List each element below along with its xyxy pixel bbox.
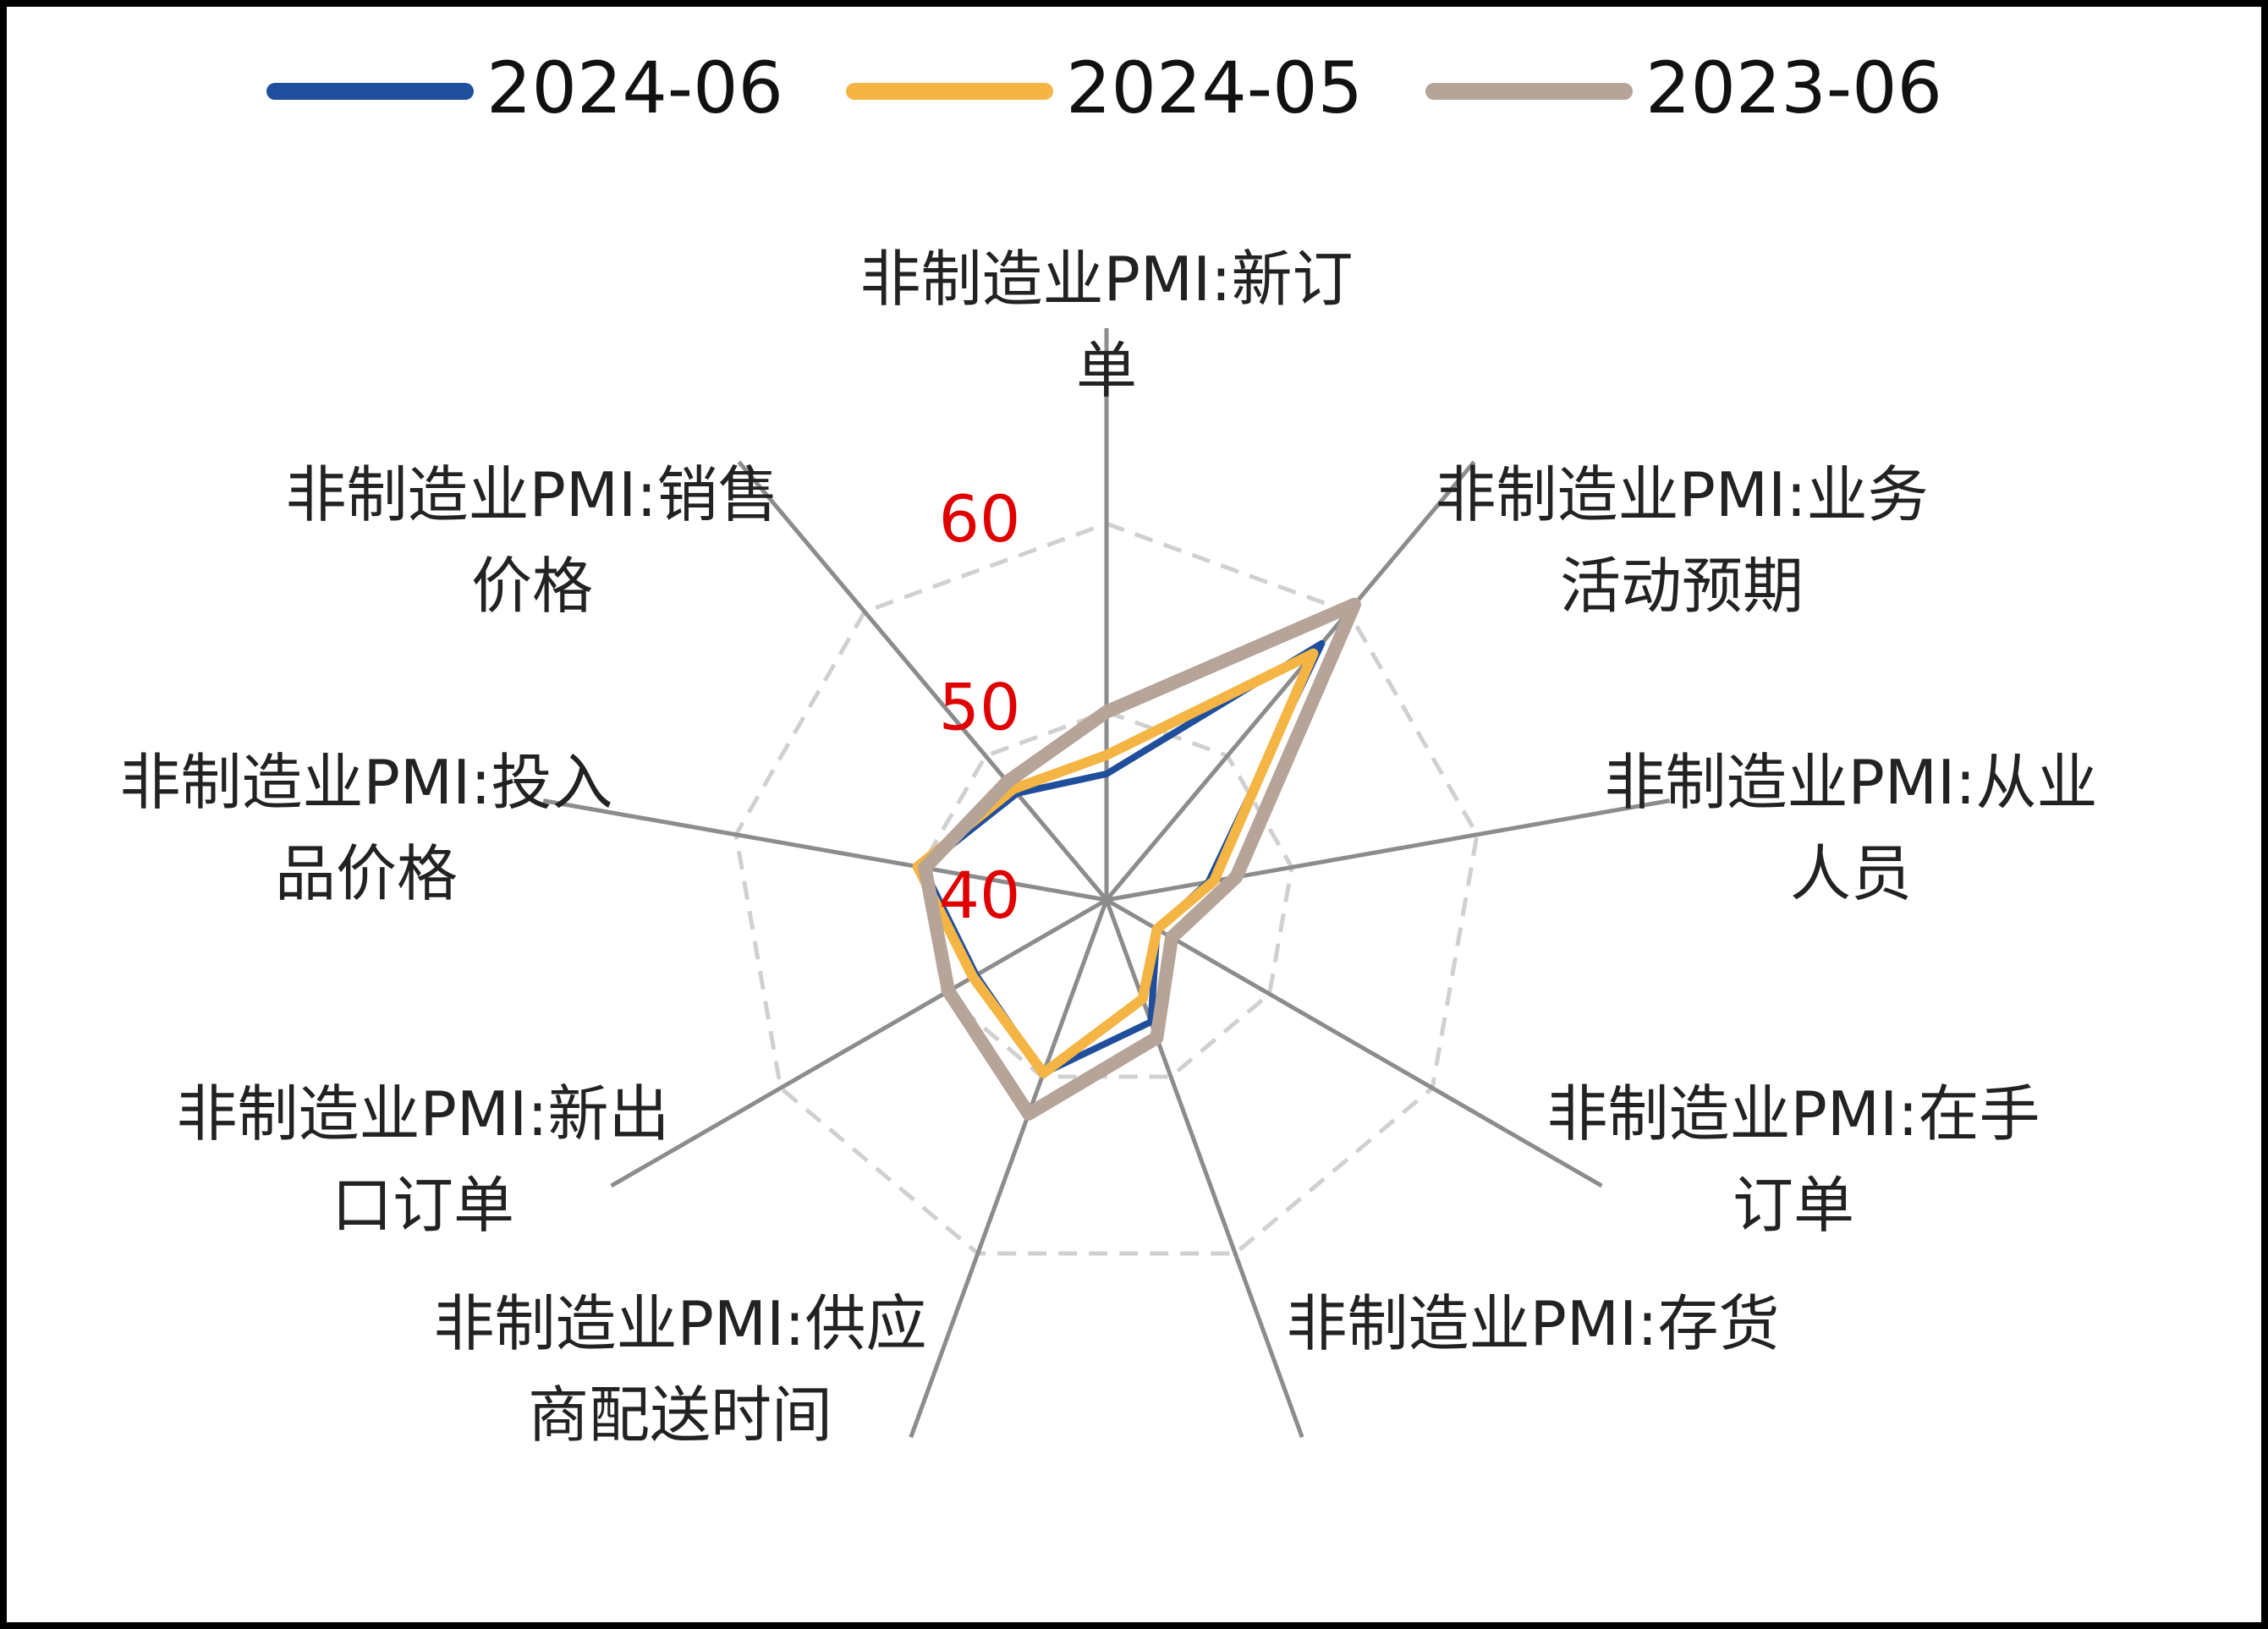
series-line (918, 597, 1362, 1121)
category-label: 非制造业PMI:新出口订单 (176, 1078, 669, 1241)
legend-label: 2024-05 (1066, 47, 1363, 129)
legend-label: 2023-06 (1645, 47, 1942, 129)
category-label: 非制造业PMI:存货 (1286, 1288, 1779, 1359)
legend-label: 2024-06 (486, 47, 783, 129)
y-tick-label: 50 (939, 670, 1021, 745)
category-label: 非制造业PMI:销售价格 (285, 459, 778, 622)
y-tick-label: 40 (939, 858, 1021, 933)
category-label: 非制造业PMI:供应商配送时间 (433, 1288, 926, 1451)
axis-spoke (909, 899, 1109, 1439)
axis-spoke (1106, 798, 1671, 902)
category-label: 非制造业PMI:投入品价格 (119, 747, 612, 909)
grid-line (733, 521, 1480, 1256)
category-label: 非制造业PMI:业务活动预期 (1435, 459, 1928, 622)
y-tick-label: 60 (939, 481, 1021, 557)
axis-spoke (1104, 899, 1304, 1439)
category-label: 非制造业PMI:从业人员 (1604, 747, 2097, 909)
axis-spoke (610, 897, 1108, 1188)
category-label: 非制造业PMI:新订单 (859, 244, 1353, 406)
category-label: 非制造业PMI:在手订单 (1546, 1078, 2040, 1241)
axis-spoke (737, 460, 1108, 902)
axis-spoke (542, 798, 1107, 902)
axis-spoke (1105, 897, 1603, 1188)
axis-spoke (1105, 460, 1476, 902)
